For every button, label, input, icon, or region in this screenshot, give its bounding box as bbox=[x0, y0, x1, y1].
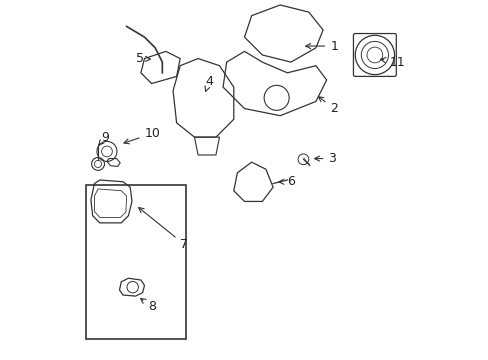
Text: 1: 1 bbox=[305, 40, 337, 53]
Text: 4: 4 bbox=[204, 75, 213, 91]
Text: 11: 11 bbox=[380, 55, 404, 69]
Bar bbox=[85, 185, 185, 339]
Text: 7: 7 bbox=[139, 207, 188, 251]
Text: 10: 10 bbox=[124, 127, 160, 144]
Text: 8: 8 bbox=[140, 298, 156, 313]
Text: 2: 2 bbox=[318, 97, 337, 115]
Text: 3: 3 bbox=[314, 152, 336, 165]
Text: 6: 6 bbox=[278, 175, 295, 188]
Text: 5: 5 bbox=[135, 52, 150, 65]
Text: 9: 9 bbox=[99, 131, 109, 145]
